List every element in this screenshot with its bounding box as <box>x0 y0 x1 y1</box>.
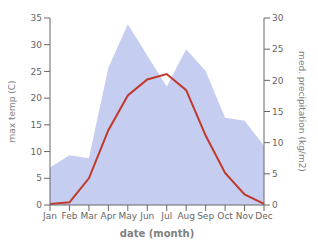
svg-text:Jan: Jan <box>42 211 57 221</box>
svg-text:35: 35 <box>31 13 42 23</box>
svg-text:Aug: Aug <box>177 211 195 221</box>
svg-text:Dec: Dec <box>255 211 272 221</box>
svg-text:30: 30 <box>272 13 284 23</box>
svg-text:Nov: Nov <box>236 211 254 221</box>
svg-text:date (month): date (month) <box>120 228 194 239</box>
svg-text:20: 20 <box>31 93 43 103</box>
svg-text:med. precipitation (kg/m2): med. precipitation (kg/m2) <box>297 51 307 172</box>
svg-text:15: 15 <box>272 107 283 117</box>
svg-text:5: 5 <box>36 173 42 183</box>
svg-text:20: 20 <box>272 76 284 86</box>
svg-text:Jun: Jun <box>139 211 154 221</box>
svg-text:0: 0 <box>36 200 42 210</box>
svg-text:Oct: Oct <box>217 211 233 221</box>
svg-text:10: 10 <box>31 147 43 157</box>
svg-text:25: 25 <box>31 67 42 77</box>
svg-text:Sep: Sep <box>197 211 214 221</box>
svg-text:30: 30 <box>31 40 43 50</box>
svg-text:25: 25 <box>272 44 283 54</box>
svg-text:15: 15 <box>31 120 42 130</box>
svg-text:Mar: Mar <box>80 211 97 221</box>
svg-text:Apr: Apr <box>101 211 117 221</box>
svg-text:Jul: Jul <box>160 211 172 221</box>
svg-text:max temp (C): max temp (C) <box>8 80 17 142</box>
svg-text:Feb: Feb <box>61 211 77 221</box>
svg-text:10: 10 <box>272 138 284 148</box>
svg-text:0: 0 <box>272 200 278 210</box>
svg-text:May: May <box>119 211 138 221</box>
svg-text:5: 5 <box>272 169 278 179</box>
